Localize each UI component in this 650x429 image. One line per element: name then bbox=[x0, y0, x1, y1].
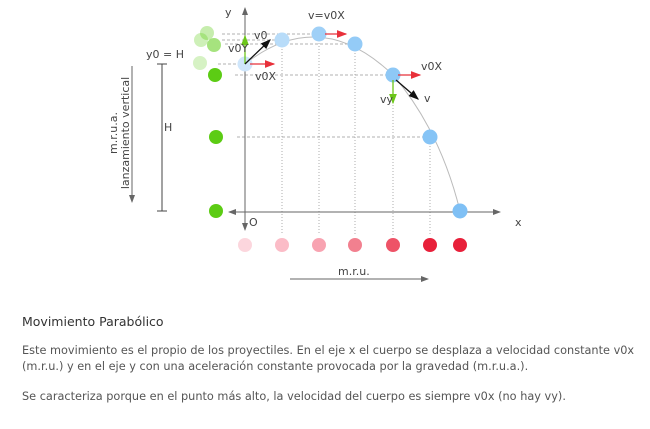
horizontal-balls bbox=[238, 238, 467, 252]
height-bar bbox=[157, 63, 167, 212]
vertical-launch-label: lanzamiento vertical bbox=[119, 77, 132, 189]
x-axis-label: x bbox=[515, 216, 522, 229]
paragraph-highest-point: Se caracteriza porque en el punto más al… bbox=[22, 390, 566, 403]
v0x-label: v0X bbox=[255, 70, 277, 83]
y-axis-label: y bbox=[225, 6, 232, 19]
vertical-balls bbox=[193, 26, 223, 218]
top-velocity-label: v=v0X bbox=[308, 9, 345, 22]
v0-label: v0 bbox=[254, 29, 268, 42]
projectile-balls bbox=[237, 26, 468, 219]
y0-label: y0 = H bbox=[146, 48, 184, 61]
paragraph-description: Este movimiento es el propio de los proy… bbox=[22, 344, 635, 373]
mrua-label: m.r.u.a. bbox=[107, 112, 120, 154]
v0x-label-2: v0X bbox=[421, 60, 443, 73]
section-title: Movimiento Parabólico bbox=[22, 314, 164, 329]
v-label: v bbox=[424, 92, 431, 105]
velocity-vectors bbox=[241, 30, 422, 105]
mru-label: m.r.u. bbox=[338, 265, 370, 278]
height-label: H bbox=[164, 121, 172, 134]
vy-label: vy bbox=[380, 93, 394, 106]
origin-label: O bbox=[249, 216, 258, 229]
v0y-label: v0Y bbox=[228, 42, 249, 55]
parabolic-motion-diagram: y x O H y0 = H m.r.u.a. lanzamiento vert… bbox=[107, 6, 522, 282]
